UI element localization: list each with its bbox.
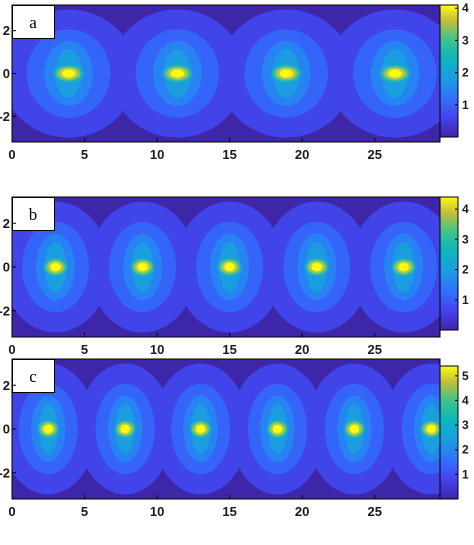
y-tick-label: 2 bbox=[3, 216, 10, 231]
colorbar-tick-label: 4 bbox=[462, 393, 469, 407]
colorbar-tick-label: 1 bbox=[462, 98, 469, 112]
colorbar-tick-label: 2 bbox=[462, 443, 469, 457]
x-tick-label: 10 bbox=[150, 147, 164, 162]
panel-label: a bbox=[29, 13, 37, 32]
colorbar: 5 4 3 2 1 bbox=[439, 365, 469, 500]
colorbar-tick-label: 3 bbox=[462, 232, 469, 246]
colorbar: 4 3 2 1 bbox=[439, 1, 469, 138]
colorbar-tick-label: 4 bbox=[462, 202, 469, 216]
y-tick-label: 0 bbox=[3, 260, 10, 275]
intensity-peak-core bbox=[50, 262, 61, 272]
y-tick-label: -2 bbox=[0, 465, 10, 480]
x-tick-label: 10 bbox=[150, 504, 164, 519]
x-tick-label: 20 bbox=[295, 147, 309, 162]
colorbar-tick-label: 1 bbox=[462, 293, 469, 307]
intensity-peak-core bbox=[388, 69, 402, 78]
x-tick-label: 5 bbox=[81, 504, 88, 519]
x-tick-label: 20 bbox=[295, 342, 309, 357]
y-tick-label: -2 bbox=[0, 303, 10, 318]
y-tick-label: -2 bbox=[0, 109, 10, 124]
y-tick-label: 0 bbox=[3, 66, 10, 81]
colorbar-tick-label: 2 bbox=[462, 263, 469, 277]
intensity-peak-core bbox=[279, 69, 293, 78]
intensity-peak-core bbox=[195, 424, 206, 434]
intensity-peak-core bbox=[398, 262, 409, 272]
intensity-peak-core bbox=[170, 69, 184, 78]
intensity-peak-core bbox=[120, 424, 130, 434]
x-tick-label: 5 bbox=[81, 342, 88, 357]
intensity-peak-core bbox=[224, 262, 235, 272]
colorbar-tick-label: 2 bbox=[462, 66, 469, 80]
y-tick-label: 2 bbox=[3, 378, 10, 393]
x-tick-label: 10 bbox=[150, 342, 164, 357]
colorbar-tick-label: 5 bbox=[462, 369, 469, 383]
colorbar: 4 3 2 1 bbox=[439, 196, 469, 331]
colorbar-tick-label: 4 bbox=[462, 1, 469, 15]
colorbar-gradient bbox=[439, 196, 459, 331]
panel-label-box bbox=[12, 197, 55, 231]
panel-label-box bbox=[12, 359, 55, 393]
y-tick-label: 0 bbox=[3, 422, 10, 437]
intensity-peak-core bbox=[426, 424, 436, 434]
x-tick-label: 15 bbox=[222, 504, 236, 519]
y-tick-label: 2 bbox=[3, 23, 10, 38]
intensity-peak-core bbox=[43, 424, 53, 434]
x-tick-label: 5 bbox=[81, 147, 88, 162]
x-tick-label: 0 bbox=[8, 342, 15, 357]
colorbar-gradient bbox=[439, 365, 459, 500]
heatmap-layer bbox=[12, 359, 440, 499]
intensity-peak-core bbox=[311, 262, 322, 272]
panel-label: b bbox=[29, 205, 38, 224]
colorbar-tick-label: 3 bbox=[462, 33, 469, 47]
intensity-peak-core bbox=[62, 69, 76, 78]
x-tick-label: 15 bbox=[222, 342, 236, 357]
intensity-peak-core bbox=[272, 424, 283, 434]
x-tick-label: 20 bbox=[295, 504, 309, 519]
colorbar-tick-label: 1 bbox=[462, 467, 469, 481]
x-tick-label: 0 bbox=[8, 147, 15, 162]
colorbar-gradient bbox=[439, 4, 459, 138]
x-tick-label: 0 bbox=[8, 504, 15, 519]
panel-label: c bbox=[29, 367, 37, 386]
intensity-peak-core bbox=[137, 262, 148, 272]
x-tick-label: 25 bbox=[367, 342, 381, 357]
intensity-peak-core bbox=[349, 424, 360, 434]
x-tick-label: 25 bbox=[367, 147, 381, 162]
x-tick-label: 15 bbox=[222, 147, 236, 162]
heatmap-layer bbox=[12, 197, 440, 337]
panel-label-box bbox=[12, 5, 55, 39]
heatmap-layer bbox=[12, 5, 440, 142]
x-tick-label: 25 bbox=[367, 504, 381, 519]
colorbar-tick-label: 3 bbox=[462, 418, 469, 432]
